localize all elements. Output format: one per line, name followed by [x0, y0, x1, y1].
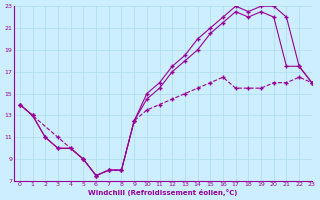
X-axis label: Windchill (Refroidissement éolien,°C): Windchill (Refroidissement éolien,°C) [88, 189, 237, 196]
